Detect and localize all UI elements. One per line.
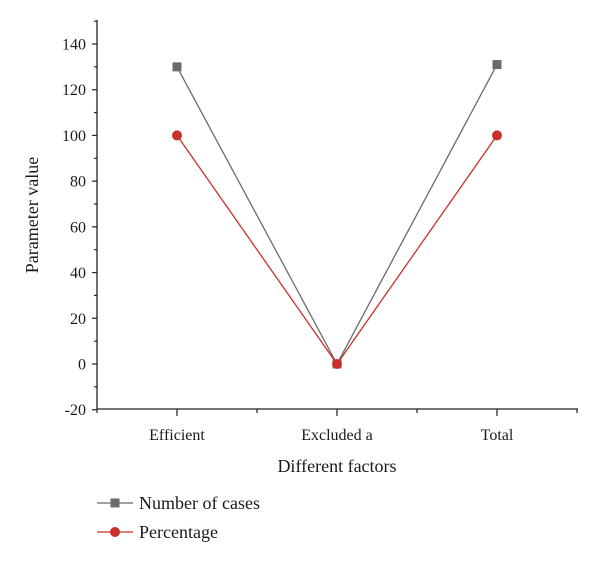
data-point-circle (332, 359, 342, 369)
legend-marker-square (110, 498, 120, 508)
legend-label: Number of cases (139, 493, 260, 513)
y-tick-label: 120 (62, 82, 86, 99)
chart-axes (96, 20, 578, 410)
y-axis-title: Parameter value (22, 157, 42, 273)
y-tick-label: 140 (62, 37, 86, 54)
x-ticks: Efficient Excluded a Total (96, 409, 578, 444)
x-tick-label: Efficient (149, 427, 205, 444)
y-tick-label: 40 (70, 265, 86, 282)
x-axis-title: Different factors (277, 456, 396, 476)
data-point-square (492, 60, 502, 70)
y-ticks: -20 0 20 40 60 80 100 120 140 (62, 20, 97, 419)
series-line-2 (176, 135, 498, 366)
x-tick-label: Total (481, 427, 514, 444)
legend-marker-circle (110, 527, 120, 537)
y-tick-label: 60 (70, 219, 86, 236)
series-line-1 (176, 64, 498, 366)
series-layer (172, 60, 502, 369)
data-point-circle (492, 130, 502, 141)
data-point-circle (172, 130, 182, 141)
y-tick-label: 80 (70, 174, 86, 191)
y-tick-label: 20 (70, 311, 86, 328)
y-tick-label: -20 (65, 402, 86, 419)
x-tick-label: Excluded a (301, 427, 373, 444)
y-tick-label: 0 (78, 357, 86, 374)
legend: Number of cases Percentage (97, 493, 260, 542)
data-point-square (172, 62, 182, 72)
legend-label: Percentage (139, 522, 218, 542)
y-tick-label: 100 (62, 128, 86, 145)
